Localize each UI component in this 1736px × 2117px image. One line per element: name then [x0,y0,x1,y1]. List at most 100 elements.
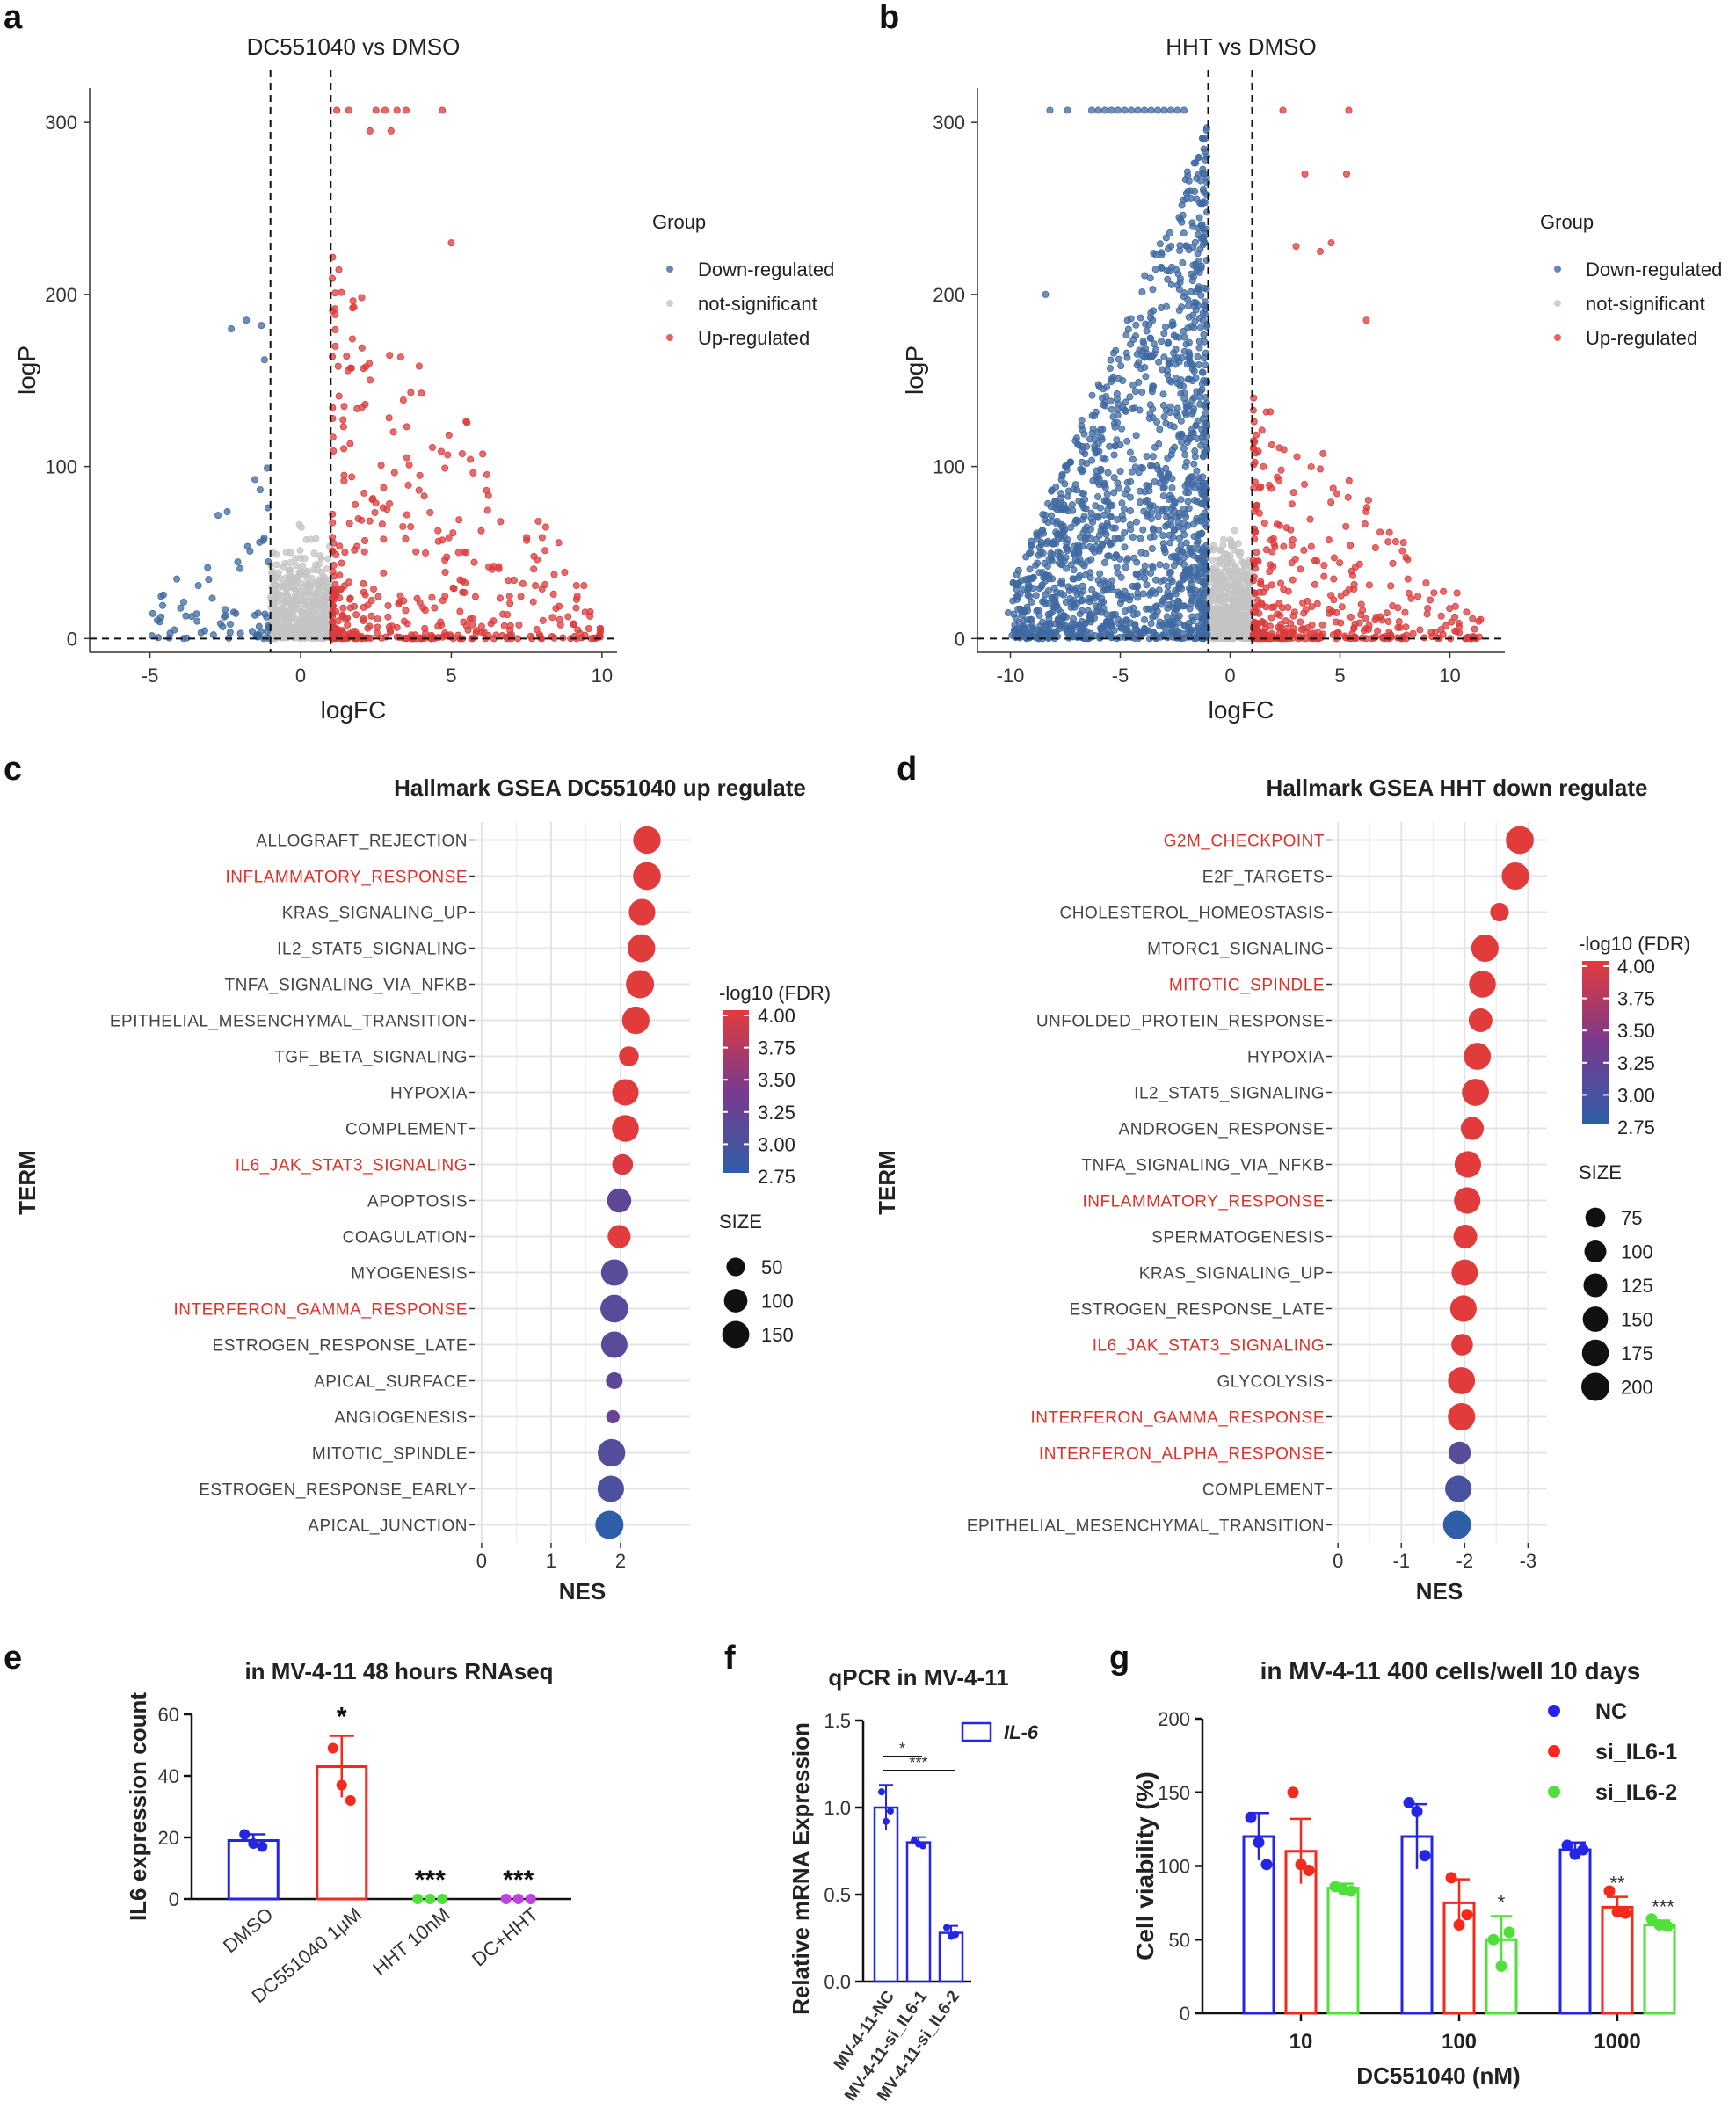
point-not-significant [306,631,314,639]
point-up-regulated [530,565,538,573]
significance-label: ** [1609,1873,1625,1895]
point-down-regulated [1042,290,1050,298]
x-tick-label: 2 [615,1550,626,1572]
point-down-regulated [1014,579,1022,587]
x-axis-label: DC551040 (nM) [1356,2062,1520,2089]
point-not-significant [308,580,316,588]
bar-chart-e: in MV-4-11 48 hours RNAseq 0 20 40 60 IL6 exp… [125,1658,571,2007]
point-up-regulated [586,612,594,620]
point-up-regulated [1300,609,1308,617]
point-up-regulated [1249,608,1257,616]
point-up-regulated [441,569,449,577]
point-down-regulated [1079,468,1086,476]
point-down-regulated [1154,506,1162,513]
point-up-regulated [1338,603,1346,611]
point-down-regulated [1180,106,1188,114]
point-down-regulated [1081,536,1089,544]
point-down-regulated [1192,422,1200,430]
point-up-regulated [1387,582,1395,590]
term-label: KRAS_SIGNALING_UP [282,905,468,923]
point-down-regulated [1122,557,1130,564]
point-down-regulated [1159,505,1167,513]
data-point [1461,1909,1473,1921]
term-label: MYOGENESIS [351,1265,468,1284]
point-up-regulated [1384,538,1392,546]
point-up-regulated [1258,426,1266,434]
point-down-regulated [179,598,187,606]
point-down-regulated [1182,513,1190,521]
color-bar-label: 4.00 [758,1005,795,1027]
point-down-regulated [1046,622,1054,629]
point-up-regulated [1289,535,1297,543]
term-label: G2M_CHECKPOINT [1164,833,1325,851]
point-up-regulated [1347,542,1355,549]
point-up-regulated [1437,626,1445,634]
point-up-regulated [1422,579,1430,587]
size-legend-title: SIZE [1579,1161,1622,1183]
point-up-regulated [1395,618,1403,626]
point-up-regulated [349,304,357,312]
point-down-regulated [1200,135,1208,143]
point-down-regulated [1122,331,1130,339]
point-down-regulated [1173,106,1181,114]
point-up-regulated [1453,589,1461,597]
point-not-significant [309,616,316,624]
point-down-regulated [1141,272,1149,280]
point-down-regulated [1160,106,1168,114]
size-legend-label: 200 [1621,1377,1653,1399]
point-up-regulated [1289,489,1297,497]
point-down-regulated [1079,607,1086,615]
point-down-regulated [1156,618,1164,626]
point-down-regulated [1168,621,1176,629]
term-label: ALLOGRAFT_REJECTION [256,833,468,851]
point-down-regulated [1122,607,1129,615]
point-down-regulated [1138,288,1146,296]
point-down-regulated [1187,194,1195,202]
point-up-regulated [549,590,557,598]
point-down-regulated [1175,612,1183,620]
point-down-regulated [1045,575,1053,583]
point-down-regulated [1116,441,1124,449]
point-up-regulated [470,558,478,566]
point-up-regulated [399,396,407,404]
point-down-regulated [1127,315,1135,323]
point-not-significant [280,583,288,591]
x-tick-label: 0 [295,665,306,687]
point-down-regulated [1113,390,1121,398]
point-down-regulated [1151,612,1159,620]
point-down-regulated [1134,106,1142,114]
point-down-regulated [1151,443,1159,451]
point-down-regulated [1135,359,1143,367]
point-up-regulated [358,294,366,302]
point-not-significant [275,606,283,614]
point-down-regulated [1196,388,1204,396]
point-up-regulated [439,597,447,605]
term-label: INTERFERON_GAMMA_RESPONSE [1031,1409,1326,1428]
point-up-regulated [1277,621,1285,629]
point-down-regulated [1184,295,1192,303]
point-down-regulated [1115,615,1122,623]
point-down-regulated [1132,518,1140,526]
point-down-regulated [1136,487,1144,495]
point-down-regulated [1149,316,1157,324]
legend-label: Up-regulated [1586,327,1697,349]
bar [873,1806,899,1983]
point-down-regulated [1034,559,1042,567]
point-down-regulated [1168,447,1176,455]
y-axis-label: TERM [874,1150,900,1215]
term-label: E2F_TARGETS [1202,869,1325,887]
point-down-regulated [1179,382,1187,390]
point-down-regulated [1126,506,1134,514]
x-axis-label: NES [1416,1578,1463,1604]
point-down-regulated [1188,377,1196,385]
point-up-regulated [1383,609,1391,617]
point-up-regulated [373,629,381,637]
point-down-regulated [1185,568,1193,576]
point-down-regulated [1199,316,1207,324]
point-up-regulated [1249,406,1257,414]
point-down-regulated [1181,462,1189,470]
point-down-regulated [1190,324,1198,331]
point-down-regulated [1123,478,1131,486]
point-not-significant [320,596,328,604]
point-down-regulated [1064,106,1071,114]
